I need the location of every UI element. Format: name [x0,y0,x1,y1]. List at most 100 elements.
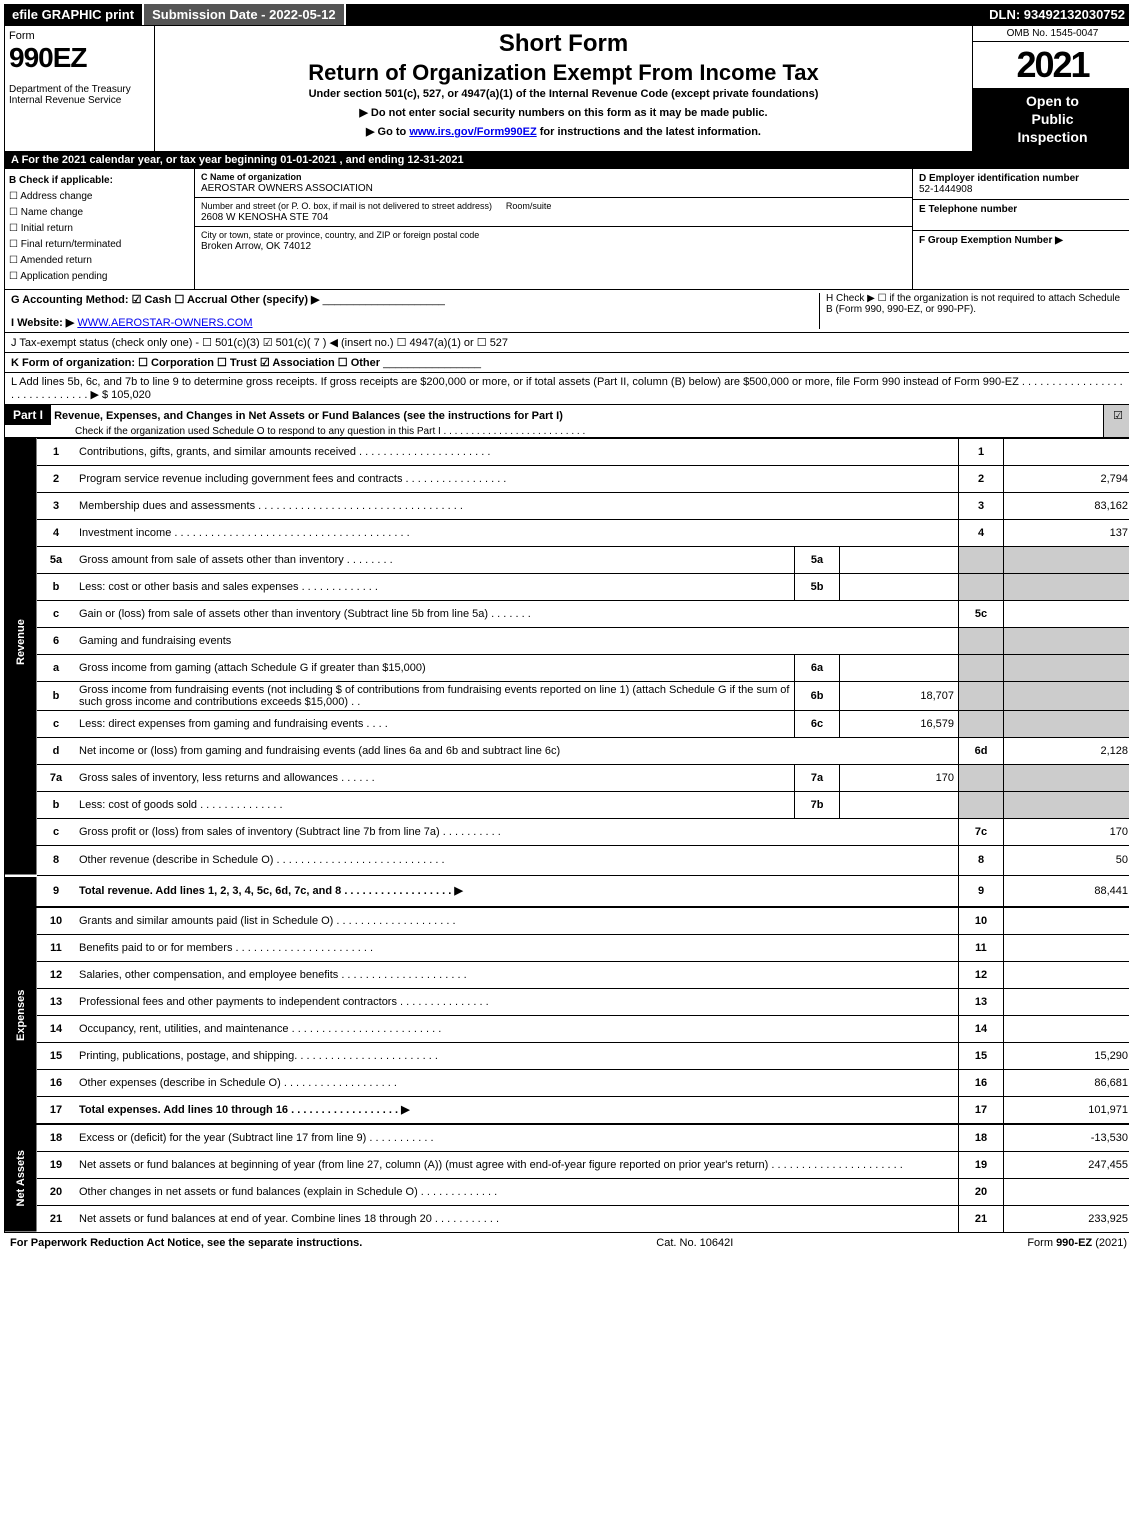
val-5b-grey [1004,573,1129,600]
row-a-tax-year: A For the 2021 calendar year, or tax yea… [4,152,1129,169]
box-b-opt-3-label: Final return/terminated [21,239,122,250]
footer-right-pre: Form [1027,1237,1056,1249]
box-b-title: B Check if applicable: [9,173,190,189]
sub-7a: 7a [795,764,840,791]
irs-link[interactable]: www.irs.gov/Form990EZ [409,126,536,138]
sub-6a: 6a [795,654,840,681]
box-c-room-label: Room/suite [506,201,552,211]
num-20: 20 [959,1178,1004,1205]
val-21: 233,925 [1004,1205,1129,1232]
sub-5a: 5a [795,546,840,573]
part-1-wrap: Part I Revenue, Expenses, and Changes in… [5,405,1103,437]
ln-6c: c [37,710,75,737]
ln-12: 12 [37,961,75,988]
box-c-city-label: City or town, state or province, country… [201,230,479,240]
num-2: 2 [959,465,1004,492]
desc-13: Professional fees and other payments to … [75,988,959,1015]
num-3: 3 [959,492,1004,519]
val-6b-grey [1004,681,1129,710]
subval-6c: 16,579 [840,710,959,737]
row-k-text: K Form of organization: ☐ Corporation ☐ … [11,357,380,369]
num-5a-grey [959,546,1004,573]
form-header: Form 990EZ Department of the Treasury In… [4,25,1129,152]
sub-6c: 6c [795,710,840,737]
ln-5a: 5a [37,546,75,573]
subval-6b: 18,707 [840,681,959,710]
part-1-checkbox[interactable]: ☑ [1103,405,1129,437]
instr2-post: for instructions and the latest informat… [537,126,761,138]
ln-4: 4 [37,519,75,546]
desc-7b: Less: cost of goods sold . . . . . . . .… [75,791,795,818]
desc-2: Program service revenue including govern… [75,465,959,492]
num-21: 21 [959,1205,1004,1232]
box-f-label: F Group Exemption Number ▶ [919,235,1063,246]
open-line-3: Inspection [977,128,1128,146]
box-b-opt-2-label: Initial return [21,223,73,234]
desc-6a: Gross income from gaming (attach Schedul… [75,654,795,681]
num-6b-grey [959,681,1004,710]
box-b-opt-4-label: Amended return [20,255,92,266]
val-10 [1004,907,1129,935]
desc-4: Investment income . . . . . . . . . . . … [75,519,959,546]
ln-8: 8 [37,845,75,876]
desc-21: Net assets or fund balances at end of ye… [75,1205,959,1232]
instruction-2: ▶ Go to www.irs.gov/Form990EZ for instru… [159,125,968,138]
footer-right-post: (2021) [1092,1237,1127,1249]
val-17: 101,971 [1004,1096,1129,1124]
box-d: D Employer identification number 52-1444… [913,169,1129,200]
desc-17: Total expenses. Add lines 10 through 16 … [75,1096,959,1124]
ln-17: 17 [37,1096,75,1124]
desc-6b: Gross income from fundraising events (no… [75,681,795,710]
desc-5a: Gross amount from sale of assets other t… [75,546,795,573]
val-5c [1004,600,1129,627]
org-street: 2608 W KENOSHA STE 704 [201,212,328,223]
val-18: -13,530 [1004,1124,1129,1152]
desc-8: Other revenue (describe in Schedule O) .… [75,845,959,876]
box-b-opt-1[interactable]: ☐ Name change [9,205,190,221]
row-h: H Check ▶ ☐ if the organization is not r… [819,293,1126,329]
desc-1: Contributions, gifts, grants, and simila… [75,438,959,465]
num-15: 15 [959,1042,1004,1069]
box-c-city-row: City or town, state or province, country… [195,227,912,255]
desc-6c: Less: direct expenses from gaming and fu… [75,710,795,737]
val-6d: 2,128 [1004,737,1129,764]
val-5a-grey [1004,546,1129,573]
box-f: F Group Exemption Number ▶ [913,231,1129,261]
box-def: D Employer identification number 52-1444… [912,169,1129,289]
box-b: B Check if applicable: ☐ Address change … [5,169,195,289]
box-b-opt-3[interactable]: ☐ Final return/terminated [9,237,190,253]
box-c-street-label: Number and street (or P. O. box, if mail… [201,201,492,211]
ln-2: 2 [37,465,75,492]
num-14: 14 [959,1015,1004,1042]
ln-10: 10 [37,907,75,935]
num-19: 19 [959,1151,1004,1178]
row-gh: G Accounting Method: ☑ Cash ☐ Accrual Ot… [4,290,1129,333]
header-left: Form 990EZ Department of the Treasury In… [5,26,155,151]
box-b-opt-5[interactable]: ☐ Application pending [9,269,190,285]
num-18: 18 [959,1124,1004,1152]
box-e: E Telephone number [913,200,1129,231]
omb-number: OMB No. 1545-0047 [973,26,1129,42]
box-c-name-row: C Name of organization AEROSTAR OWNERS A… [195,169,912,198]
form-number: 990EZ [9,42,150,74]
desc-7c: Gross profit or (loss) from sales of inv… [75,818,959,845]
subval-5b [840,573,959,600]
row-l: L Add lines 5b, 6c, and 7b to line 9 to … [4,373,1129,405]
num-6c-grey [959,710,1004,737]
val-12 [1004,961,1129,988]
desc-16: Other expenses (describe in Schedule O) … [75,1069,959,1096]
sidebar-revenue: Revenue [5,438,38,845]
box-b-opt-2[interactable]: ☐ Initial return [9,221,190,237]
val-7c: 170 [1004,818,1129,845]
box-b-opt-4[interactable]: ☐ Amended return [9,253,190,269]
desc-5b: Less: cost or other basis and sales expe… [75,573,795,600]
part-1-title: Revenue, Expenses, and Changes in Net As… [54,410,563,422]
row-i: I Website: ▶ WWW.AEROSTAR-OWNERS.COM [11,316,819,329]
sub-7b: 7b [795,791,840,818]
ln-14: 14 [37,1015,75,1042]
num-6-grey [959,627,1004,654]
num-5c: 5c [959,600,1004,627]
box-b-opt-0[interactable]: ☐ Address change [9,189,190,205]
website-link[interactable]: WWW.AEROSTAR-OWNERS.COM [77,317,252,329]
val-3: 83,162 [1004,492,1129,519]
